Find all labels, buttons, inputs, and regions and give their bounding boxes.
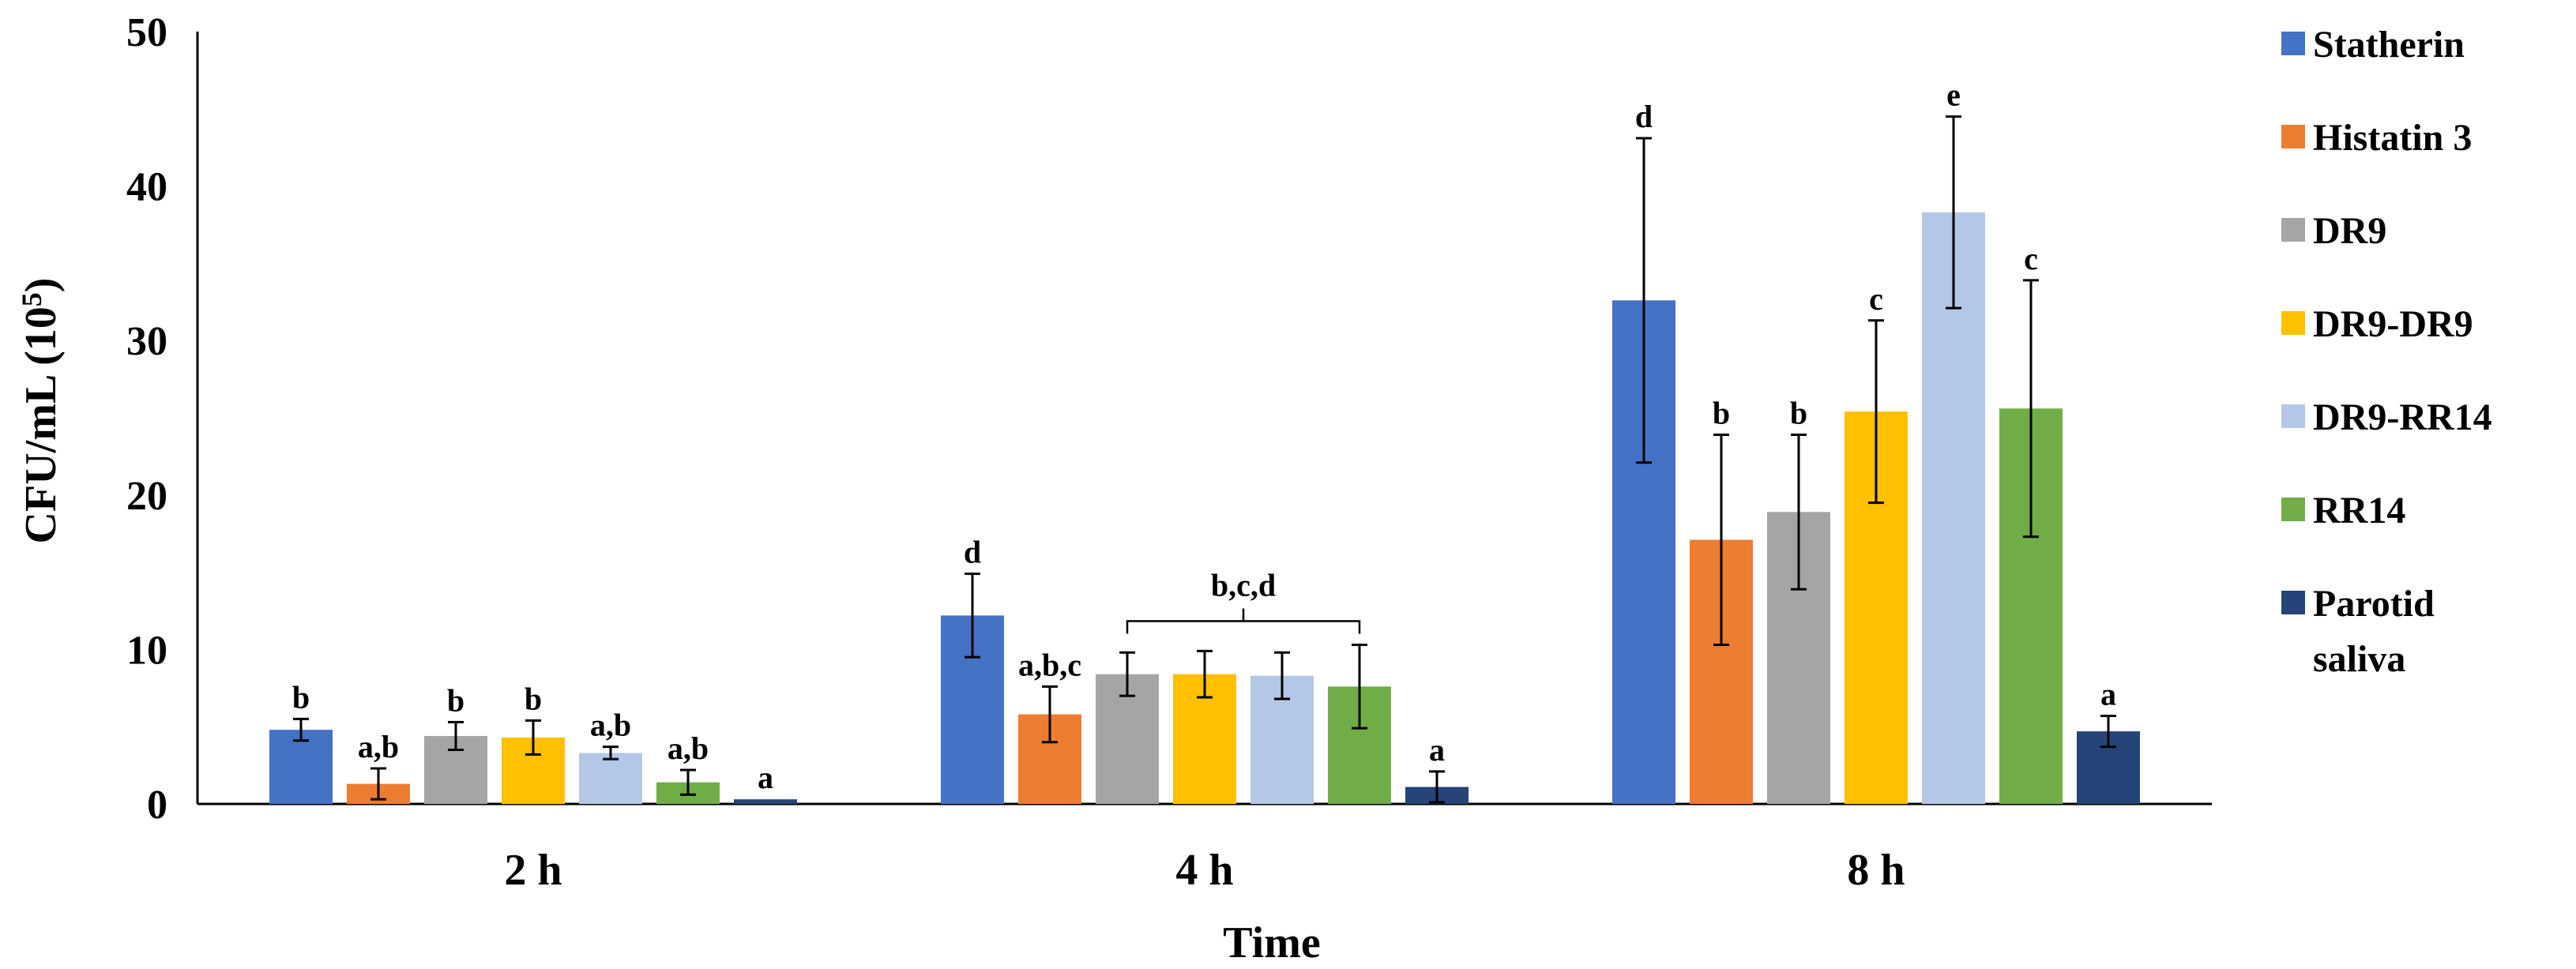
significance-label: a: [758, 760, 773, 795]
y-tick-label: 0: [147, 783, 167, 828]
y-tick-labels: 0 10 20 30 40 50: [126, 10, 167, 828]
error-bar: [1636, 137, 1652, 464]
legend-label: RR14: [2313, 490, 2405, 531]
legend-label: Statherin: [2313, 24, 2465, 66]
bar: [1922, 212, 1985, 804]
y-tick-label: 50: [126, 10, 167, 55]
significance-label: c: [2024, 241, 2038, 276]
significance-label: b: [1713, 396, 1730, 431]
error-bar: [1042, 685, 1058, 744]
y-axis-title-close: ): [17, 278, 66, 293]
bar: [579, 753, 642, 804]
y-axis-title-exponent: 5: [16, 292, 47, 306]
error-bar: [2100, 715, 2116, 749]
significance-label: a: [2100, 677, 2116, 712]
legend-item: Histatin 3: [2281, 117, 2472, 159]
error-bar: [1946, 115, 1961, 310]
bar: [269, 730, 333, 804]
error-bar: [1274, 651, 1290, 700]
error-bar: [525, 719, 541, 756]
y-axis-title: CFU/mL (105): [16, 278, 66, 544]
legend-swatch: [2281, 404, 2305, 428]
x-category-label: 2 h: [504, 846, 562, 895]
significance-label: a: [1429, 732, 1445, 768]
error-bar: [1119, 651, 1135, 697]
error-bar: [448, 720, 464, 752]
error-bar: [1429, 770, 1445, 804]
bar: [734, 799, 797, 804]
legend-label: DR9: [2313, 210, 2386, 252]
legend-item: Parotid saliva: [2281, 583, 2435, 680]
error-bar: [1791, 434, 1807, 591]
legend-label: DR9-RR14: [2313, 396, 2492, 438]
bracket-label: b,c,d: [1211, 568, 1276, 603]
error-bars: [293, 115, 2116, 804]
y-tick-label: 40: [126, 165, 167, 210]
legend-label: Histatin 3: [2313, 117, 2472, 159]
legend-swatch: [2281, 591, 2305, 614]
significance-label: a,b: [358, 729, 399, 764]
error-bar: [1713, 434, 1729, 647]
significance-label: d: [1635, 99, 1653, 134]
legend-swatch: [2281, 311, 2305, 335]
x-axis-title: Time: [1223, 918, 1320, 967]
legend-item: DR9-RR14: [2281, 396, 2492, 438]
legend-item: Statherin: [2281, 24, 2465, 66]
significance-bracket: [1126, 608, 1361, 634]
legend-swatch: [2281, 125, 2305, 148]
legend-swatch: [2281, 218, 2305, 242]
legend-item: DR9: [2281, 210, 2386, 252]
error-bar: [370, 767, 386, 801]
legend-item: RR14: [2281, 490, 2405, 531]
significance-label: b: [292, 679, 310, 715]
significance-label: d: [964, 535, 981, 570]
annotations: b,c,d: [1126, 568, 1361, 634]
error-bar: [680, 768, 696, 796]
y-tick-label: 30: [126, 319, 167, 364]
y-tick-label: 20: [126, 474, 167, 519]
legend-label: Parotid: [2313, 583, 2435, 625]
error-bar: [293, 717, 309, 742]
legend: Statherin Histatin 3 DR9 DR9-DR9 DR9-RR14 RR1…: [2281, 24, 2492, 680]
significance-label: a,b: [668, 731, 709, 766]
error-bar: [965, 573, 980, 659]
error-bar: [1197, 649, 1213, 699]
x-category-label: 4 h: [1175, 846, 1233, 895]
legend-label: DR9-DR9: [2313, 303, 2473, 345]
error-bar: [2023, 279, 2039, 539]
significance-label: b: [525, 681, 542, 716]
category-labels: 2 h 4 h 8 h: [504, 846, 1905, 895]
significance-label: a,b,c: [1018, 647, 1081, 682]
significance-label: a,b: [590, 708, 631, 743]
y-axis-title-main: CFU/mL (10: [17, 306, 66, 543]
error-bar: [603, 746, 619, 761]
error-bar: [1868, 319, 1884, 505]
error-bar: [1352, 644, 1367, 730]
significance-label: e: [1946, 77, 1961, 113]
significance-label: c: [1869, 281, 1883, 317]
legend-swatch: [2281, 32, 2305, 55]
significance-label: b: [447, 682, 464, 718]
legend-item: DR9-DR9: [2281, 303, 2473, 345]
legend-swatch: [2281, 498, 2305, 521]
significance-label: b: [1790, 396, 1807, 431]
x-category-label: 8 h: [1847, 846, 1905, 895]
significance-labels: b a,b b b a,b a,b a d a,b,c a d b b c e c a: [292, 77, 2116, 796]
y-tick-label: 10: [126, 628, 167, 673]
legend-label: saliva: [2313, 638, 2405, 680]
bars: [269, 212, 2140, 804]
